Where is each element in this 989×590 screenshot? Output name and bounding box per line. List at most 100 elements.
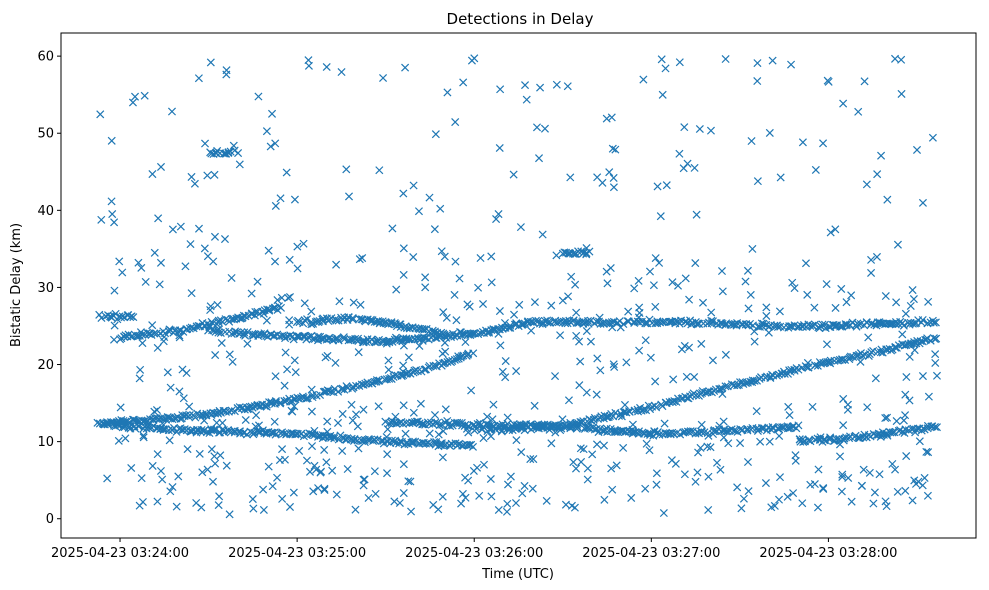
- data-point: [116, 403, 125, 412]
- data-point: [715, 385, 724, 394]
- x-tick-label: 2025-04-23 03:26:00: [405, 546, 543, 561]
- data-point: [290, 402, 299, 411]
- data-point: [166, 383, 175, 392]
- data-point: [739, 494, 748, 503]
- data-point: [530, 298, 539, 307]
- data-point: [599, 441, 609, 450]
- data-point: [744, 487, 753, 496]
- data-point: [768, 56, 777, 65]
- data-point: [409, 181, 418, 190]
- data-point: [469, 349, 478, 358]
- data-point: [153, 497, 162, 506]
- data-point: [428, 326, 437, 335]
- data-point: [877, 151, 886, 160]
- x-axis-label: Time (UTC): [481, 567, 554, 582]
- data-point: [739, 379, 748, 389]
- data-point: [358, 254, 367, 263]
- data-point: [922, 447, 931, 456]
- data-point: [724, 439, 733, 448]
- data-point: [929, 318, 938, 327]
- data-point: [931, 358, 940, 368]
- data-point: [901, 309, 910, 318]
- data-point: [635, 346, 644, 355]
- data-point: [282, 168, 291, 177]
- data-point: [342, 165, 351, 174]
- data-point: [660, 419, 669, 428]
- data-point: [467, 386, 476, 395]
- data-point: [338, 446, 347, 455]
- data-point: [918, 372, 927, 381]
- data-point: [552, 80, 561, 89]
- data-point: [691, 429, 700, 438]
- data-point: [351, 505, 360, 514]
- data-point: [892, 417, 901, 426]
- data-point: [337, 67, 346, 77]
- data-point: [319, 314, 328, 323]
- data-point: [682, 372, 691, 381]
- data-point: [566, 173, 575, 182]
- data-point: [564, 292, 573, 301]
- data-point: [359, 405, 368, 414]
- data-point: [494, 329, 503, 338]
- data-point: [441, 405, 450, 414]
- data-point: [883, 195, 892, 204]
- data-point: [406, 477, 415, 486]
- data-point: [630, 284, 639, 293]
- data-point: [110, 286, 119, 295]
- data-point: [203, 171, 212, 180]
- data-point: [794, 322, 804, 331]
- data-point: [249, 504, 258, 513]
- data-point: [268, 304, 277, 313]
- data-point: [168, 225, 177, 234]
- data-point: [486, 474, 495, 484]
- data-point: [843, 400, 852, 409]
- data-point: [322, 458, 331, 467]
- data-point: [271, 139, 280, 148]
- data-point: [888, 459, 897, 469]
- data-point: [264, 246, 273, 255]
- data-point: [241, 331, 250, 340]
- data-point: [484, 327, 493, 336]
- data-point: [656, 212, 665, 221]
- data-point: [227, 329, 236, 338]
- data-point: [717, 266, 727, 276]
- data-point: [531, 316, 540, 325]
- data-point: [693, 468, 702, 477]
- data-point: [623, 317, 632, 326]
- data-point: [806, 437, 815, 446]
- data-point: [421, 283, 430, 292]
- data-point: [931, 350, 940, 359]
- data-point: [222, 461, 231, 470]
- data-point: [718, 287, 727, 296]
- data-point: [295, 446, 304, 455]
- data-point: [822, 280, 831, 289]
- data-point: [905, 396, 914, 405]
- data-point: [655, 258, 664, 267]
- data-point: [392, 285, 401, 294]
- data-point: [148, 170, 157, 179]
- data-point: [268, 482, 277, 491]
- data-point: [901, 390, 910, 399]
- data-point: [374, 402, 383, 411]
- data-point: [234, 149, 243, 158]
- data-point: [285, 320, 294, 329]
- data-point: [510, 310, 519, 319]
- data-point: [250, 311, 259, 320]
- data-point: [852, 351, 861, 360]
- data-point: [764, 328, 773, 337]
- data-point: [181, 262, 190, 271]
- data-point: [259, 505, 268, 514]
- data-point: [183, 325, 192, 334]
- data-point: [473, 463, 482, 472]
- data-point: [332, 490, 341, 499]
- data-point: [461, 473, 470, 482]
- data-point: [331, 358, 340, 367]
- data-point: [681, 274, 690, 283]
- data-point: [333, 418, 343, 427]
- data-point: [235, 403, 244, 412]
- data-point: [413, 367, 422, 376]
- data-point: [399, 367, 408, 376]
- data-point: [262, 316, 271, 325]
- data-point: [890, 428, 899, 437]
- data-point: [753, 426, 762, 436]
